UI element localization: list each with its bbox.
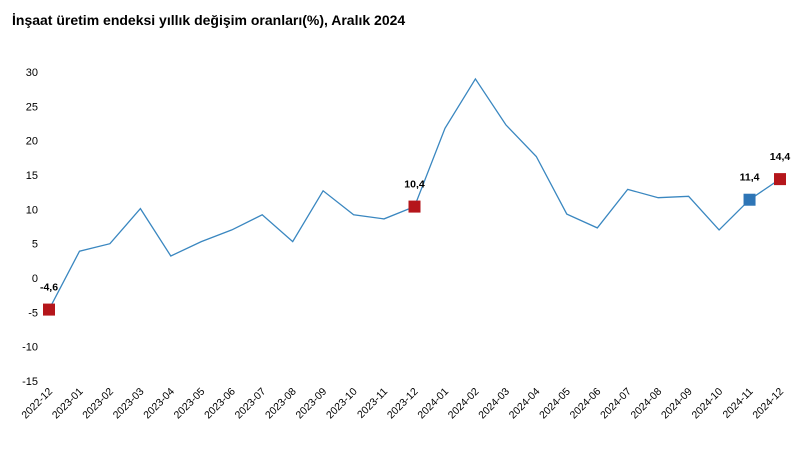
data-label: 11,4 [740, 172, 760, 184]
x-tick-label: 2023-08 [263, 386, 299, 422]
chart-title: İnşaat üretim endeksi yıllık değişim ora… [12, 12, 406, 28]
x-tick-label: 2024-01 [415, 386, 451, 422]
data-point-marker [408, 200, 421, 213]
x-tick-label: 2024-10 [689, 386, 725, 422]
x-tick-label: 2023-04 [141, 386, 177, 422]
y-tick-label: 5 [32, 239, 38, 251]
x-tick-label: 2024-02 [446, 386, 482, 422]
x-tick-label: 2023-10 [324, 386, 360, 422]
y-tick-label: -15 [22, 376, 38, 388]
x-tick-label: 2024-09 [659, 386, 695, 422]
x-tick-label: 2024-06 [568, 386, 604, 422]
y-tick-label: 25 [26, 101, 38, 113]
x-tick-label: 2024-11 [720, 386, 755, 421]
data-label: 10,4 [404, 179, 425, 191]
y-tick-label: 0 [32, 273, 38, 285]
x-tick-label: 2023-06 [202, 386, 238, 422]
y-tick-label: -5 [28, 307, 38, 319]
y-tick-label: 10 [26, 204, 38, 216]
x-tick-label: 2023-05 [172, 386, 208, 422]
x-tick-label: 2023-09 [294, 386, 330, 422]
x-tick-label: 2024-05 [537, 386, 573, 422]
y-tick-label: 30 [26, 67, 38, 79]
data-point-marker [774, 173, 786, 186]
x-tick-label: 2023-03 [111, 386, 147, 422]
x-tick-label: 2024-08 [629, 386, 665, 422]
x-tick-label: 2022-12 [19, 386, 55, 422]
y-tick-label: 15 [26, 170, 38, 182]
x-tick-label: 2023-11 [355, 386, 390, 421]
x-tick-label: 2023-07 [233, 386, 269, 422]
x-tick-label: 2023-01 [50, 386, 86, 422]
x-tick-label: 2024-03 [476, 386, 512, 422]
x-tick-label: 2024-04 [507, 386, 543, 422]
x-tick-label: 2023-02 [80, 386, 116, 422]
y-tick-label: -10 [22, 342, 38, 354]
data-point-marker [743, 193, 756, 206]
x-tick-label: 2024-07 [598, 386, 634, 422]
x-tick-label: 2023-12 [385, 386, 421, 422]
y-tick-label: 20 [26, 136, 38, 148]
data-label: 14,4 [770, 151, 791, 163]
data-point-marker [43, 303, 55, 316]
series-line [48, 77, 781, 310]
x-tick-label: 2024-12 [750, 386, 786, 422]
data-label: -4,6 [40, 282, 58, 294]
